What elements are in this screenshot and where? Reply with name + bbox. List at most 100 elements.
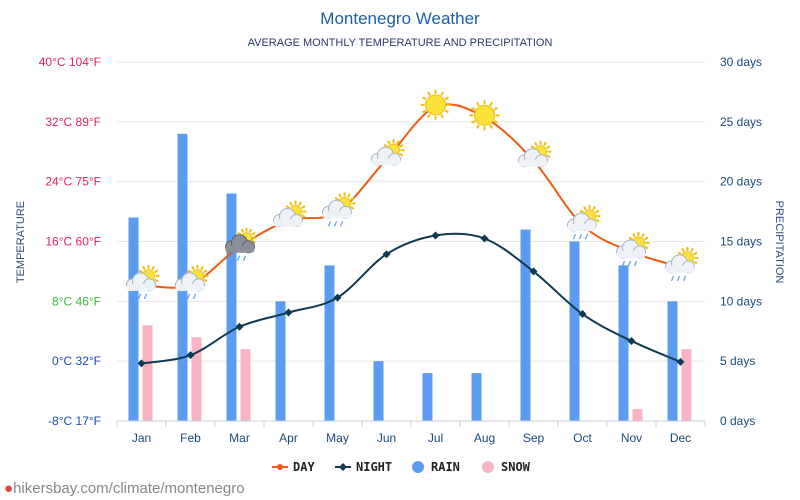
sun-ray xyxy=(151,265,155,271)
rain-bar xyxy=(275,301,286,421)
cloud-base xyxy=(273,219,303,227)
sun-cloud-rain-icon xyxy=(665,246,699,282)
sun-ray xyxy=(298,201,302,206)
sun-ray xyxy=(489,101,493,107)
rain-drop xyxy=(584,233,589,240)
source-link[interactable]: ●hikersbay.com/climate/montenegro xyxy=(4,480,245,497)
month-label: Aug xyxy=(474,431,495,445)
sun-cloud-rain-icon xyxy=(567,205,601,240)
sun-ray xyxy=(632,232,636,238)
rain-bar xyxy=(422,373,433,421)
sun-cloud-rain-icon xyxy=(175,264,209,300)
right-tick-label: 15 days xyxy=(720,235,762,249)
rain-drop xyxy=(339,221,344,227)
chart-subtitle: AVERAGE MONTHLY TEMPERATURE AND PRECIPIT… xyxy=(248,37,553,49)
rain-drop xyxy=(676,275,681,282)
sun-ray xyxy=(543,141,547,147)
left-tick-label: 24°C 75°F xyxy=(45,175,101,189)
sun-ray xyxy=(347,193,351,198)
sun-cloud-rain-icon xyxy=(126,264,160,300)
month-label: Jul xyxy=(428,431,443,445)
left-tick-label: 16°C 60°F xyxy=(45,235,101,249)
rain-bar xyxy=(128,217,139,421)
snow-bar xyxy=(191,337,202,421)
sun-ray xyxy=(546,154,551,159)
sun-ray xyxy=(644,245,649,250)
month-label: Feb xyxy=(180,431,201,445)
rain-drop xyxy=(186,293,191,300)
rain-drop xyxy=(572,233,577,240)
snow-bar xyxy=(240,349,251,421)
sun-ray xyxy=(644,236,649,241)
cloud-base xyxy=(665,265,695,273)
rain-drop xyxy=(682,275,687,282)
month-label: May xyxy=(326,431,349,445)
month-label: Jan xyxy=(132,431,151,445)
night-point xyxy=(676,357,685,366)
sun-disc xyxy=(474,104,495,126)
sun-ray xyxy=(154,278,159,283)
left-tick-label: 32°C 89°F xyxy=(45,115,101,129)
sun-cloud-icon xyxy=(371,139,405,166)
sun-ray xyxy=(422,96,427,101)
sun-ray xyxy=(530,145,535,150)
sun-ray xyxy=(440,91,444,96)
sun-ray xyxy=(191,265,195,271)
sun-ray xyxy=(142,265,146,271)
rain-bar xyxy=(471,373,482,421)
night-point xyxy=(578,310,587,319)
sun-ray xyxy=(399,143,404,148)
legend-label-night: NIGHT xyxy=(356,460,392,474)
rain-bar xyxy=(569,241,580,421)
sun-icon xyxy=(420,89,451,120)
sun-ray xyxy=(493,106,498,111)
sun-ray xyxy=(595,209,600,214)
cloud-base xyxy=(126,283,156,291)
left-tick-label: 40°C 104°F xyxy=(39,55,101,69)
sun-ray xyxy=(534,141,538,147)
sun-ray xyxy=(444,109,449,114)
sun-icon xyxy=(469,100,500,131)
weather-icons-layer xyxy=(126,89,699,300)
rain-bar xyxy=(324,265,335,421)
rain-drop xyxy=(131,293,136,300)
left-axis-title: TEMPERATURE xyxy=(15,201,27,283)
legend-point xyxy=(277,464,283,470)
sun-ray xyxy=(396,140,400,145)
snow-bar xyxy=(142,325,153,421)
night-point xyxy=(529,267,538,276)
cloud-base xyxy=(567,224,597,232)
rain-bar xyxy=(226,193,237,421)
rain-drop xyxy=(333,221,338,227)
rain-drop xyxy=(633,260,638,267)
sun-ray xyxy=(203,269,208,274)
legend-label-rain: RAIN xyxy=(431,460,460,474)
night-line xyxy=(141,232,681,365)
day-line xyxy=(141,103,681,289)
right-tick-label: 30 days xyxy=(720,55,762,69)
sun-ray xyxy=(493,119,498,124)
night-point xyxy=(431,231,440,240)
legend: DAY NIGHT RAIN SNOW xyxy=(272,460,531,474)
rain-drop xyxy=(242,255,247,261)
rain-drop xyxy=(670,275,675,282)
sun-ray xyxy=(200,265,204,271)
rain-bar xyxy=(618,265,629,421)
cloud-base xyxy=(225,245,255,253)
sun-ray xyxy=(471,106,476,111)
sun-ray xyxy=(427,91,431,96)
sun-ray xyxy=(240,228,245,234)
rain-drop xyxy=(230,255,235,261)
right-tick-label: 20 days xyxy=(720,175,762,189)
legend-point xyxy=(339,463,347,471)
left-tick-label: -8°C 17°F xyxy=(48,414,101,428)
storm-rain-icon xyxy=(225,227,257,261)
chart-title: Montenegro Weather xyxy=(320,9,480,28)
night-point xyxy=(186,351,195,360)
month-label: Oct xyxy=(573,431,592,445)
rain-drop xyxy=(137,293,142,300)
rain-bar xyxy=(520,229,531,421)
sun-ray xyxy=(251,239,256,244)
night-point xyxy=(284,308,293,317)
sun-ray xyxy=(338,193,342,198)
